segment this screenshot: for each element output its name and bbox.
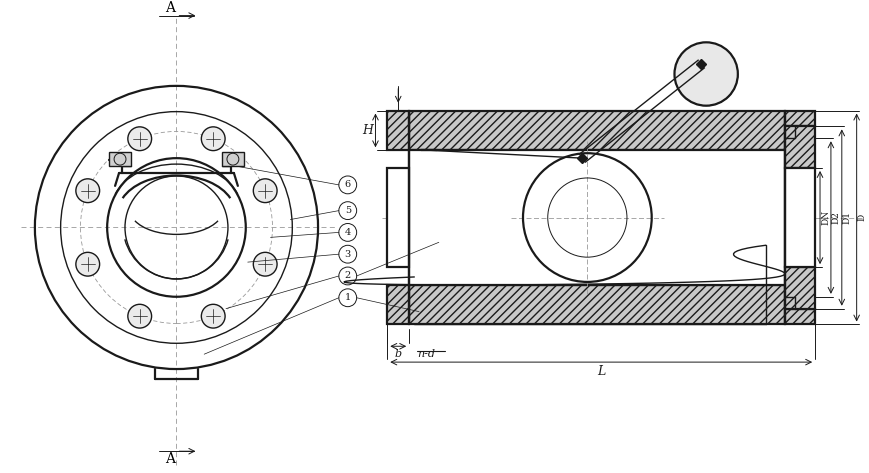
Bar [786,309,815,324]
Text: A: A [165,452,176,466]
Bar [388,285,409,324]
Circle shape [202,127,225,150]
Text: D: D [858,214,866,221]
Text: 5: 5 [345,206,351,215]
Circle shape [254,179,277,202]
Text: 3: 3 [345,250,351,259]
Circle shape [76,252,100,276]
Text: 4: 4 [345,228,351,237]
Circle shape [128,127,151,150]
Bar [388,168,409,267]
Text: DN: DN [821,210,830,225]
Text: 2: 2 [345,272,351,280]
Text: H: H [362,124,373,137]
Bar [409,285,786,324]
Bar [222,152,244,166]
Text: A: A [165,0,176,15]
Text: 6: 6 [345,180,351,189]
Circle shape [674,42,738,105]
Circle shape [76,179,100,202]
Bar [409,150,786,285]
Circle shape [128,304,151,328]
Bar [109,152,131,166]
Circle shape [202,304,225,328]
Bar [786,126,815,168]
Text: 1: 1 [345,293,351,302]
Text: b: b [395,349,401,359]
Text: D1: D1 [843,211,852,224]
Bar [388,111,409,150]
Bar [786,267,815,309]
Bar [409,111,786,150]
Text: D2: D2 [832,211,841,224]
Bar [786,168,815,267]
Bar [786,111,815,126]
Circle shape [254,252,277,276]
Text: L: L [597,365,606,378]
Text: n-d: n-d [417,349,435,359]
